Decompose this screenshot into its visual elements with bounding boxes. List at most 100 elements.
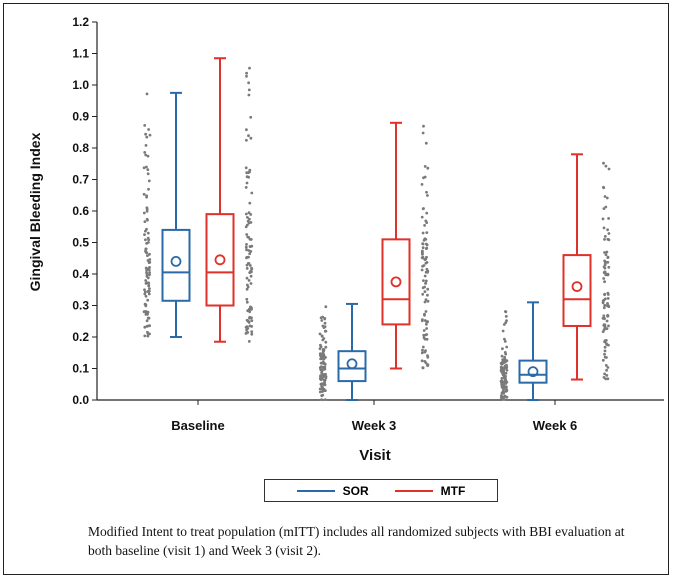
observation-point	[323, 317, 327, 321]
observation-point	[319, 361, 323, 365]
observation-point	[420, 359, 424, 363]
observation-point	[424, 141, 428, 145]
observation-point	[143, 325, 147, 329]
observation-point	[505, 345, 509, 349]
box-mtf-0	[205, 57, 235, 343]
observation-point	[142, 211, 146, 215]
observation-point	[502, 361, 506, 365]
observation-point	[146, 298, 150, 302]
observation-point	[606, 272, 610, 276]
observation-point	[423, 360, 427, 363]
y-tick-label: 0.2	[72, 330, 89, 344]
observation-point	[320, 352, 324, 356]
observation-point	[425, 255, 428, 259]
observation-point	[245, 255, 249, 259]
observation-point	[503, 337, 506, 341]
observation-point	[426, 299, 430, 303]
observation-point	[322, 347, 325, 351]
observation-point	[500, 383, 504, 386]
observation-point	[248, 271, 252, 274]
observation-point	[421, 231, 425, 235]
y-tick-label: 0.4	[72, 267, 89, 281]
observation-point	[145, 135, 149, 139]
observation-point	[607, 232, 611, 235]
observation-point	[143, 124, 147, 127]
iqr-box	[381, 238, 411, 326]
observation-point	[425, 337, 429, 341]
observation-point	[426, 287, 430, 291]
observation-point	[248, 201, 252, 205]
observation-point	[247, 81, 251, 85]
observation-point	[145, 165, 148, 169]
observation-point	[604, 253, 608, 257]
observation-point	[602, 161, 605, 165]
observation-point	[604, 260, 608, 264]
observation-point	[425, 221, 429, 225]
observation-point	[245, 74, 248, 78]
observation-point	[602, 306, 606, 310]
observation-point	[323, 398, 327, 401]
observation-point	[504, 374, 507, 378]
observation-point	[148, 273, 151, 277]
observation-point	[607, 265, 611, 269]
observation-point	[420, 256, 424, 260]
observation-point	[248, 217, 251, 221]
observation-point	[143, 290, 147, 294]
observation-point	[322, 365, 325, 369]
legend: SOR MTF	[264, 479, 498, 502]
observation-point	[247, 171, 250, 175]
observation-point	[602, 226, 606, 230]
observation-point	[143, 288, 146, 292]
observation-point	[245, 181, 249, 185]
observation-point	[604, 364, 608, 367]
observation-point	[603, 349, 607, 353]
observation-point	[148, 332, 151, 336]
observation-point	[423, 337, 427, 341]
observation-point	[320, 394, 324, 398]
observation-point	[145, 274, 149, 278]
observation-point	[324, 340, 328, 344]
mean-marker	[571, 281, 583, 293]
observation-point	[603, 352, 606, 356]
observation-point	[425, 261, 429, 264]
observation-point	[422, 264, 426, 267]
observation-point	[422, 124, 425, 128]
observation-point	[245, 71, 249, 75]
observation-point	[604, 205, 608, 209]
observation-point	[421, 242, 425, 246]
observation-point	[247, 249, 251, 252]
observation-point	[501, 395, 505, 399]
observation-point	[248, 252, 252, 256]
observation-point	[321, 373, 324, 376]
observation-point	[250, 332, 254, 336]
observation-point	[320, 334, 324, 338]
observation-point	[607, 167, 611, 171]
observation-point	[426, 363, 430, 367]
observation-point	[425, 320, 428, 324]
y-axis-label: Gingival Bleeding Index	[27, 132, 43, 291]
observation-point	[246, 216, 249, 219]
observation-point	[147, 292, 151, 296]
observation-point	[502, 398, 506, 401]
observation-point	[146, 254, 149, 257]
observation-point	[606, 228, 609, 232]
observation-point	[144, 282, 148, 285]
observation-point	[249, 282, 253, 285]
observation-point	[247, 221, 251, 225]
observation-point	[142, 166, 146, 170]
observation-point	[605, 368, 608, 372]
observation-point	[145, 242, 149, 245]
observation-point	[425, 247, 428, 251]
observation-point	[319, 357, 322, 361]
observation-point	[324, 305, 328, 309]
observation-point	[146, 168, 150, 172]
y-tick-label: 1.0	[72, 78, 89, 92]
observation-point	[423, 300, 427, 304]
box-plots	[161, 57, 592, 401]
observation-point	[425, 211, 429, 215]
observation-point	[323, 321, 327, 325]
observation-point	[323, 329, 327, 333]
observation-point	[421, 252, 424, 256]
box-mtf-1	[381, 121, 411, 370]
observation-point	[245, 297, 249, 301]
